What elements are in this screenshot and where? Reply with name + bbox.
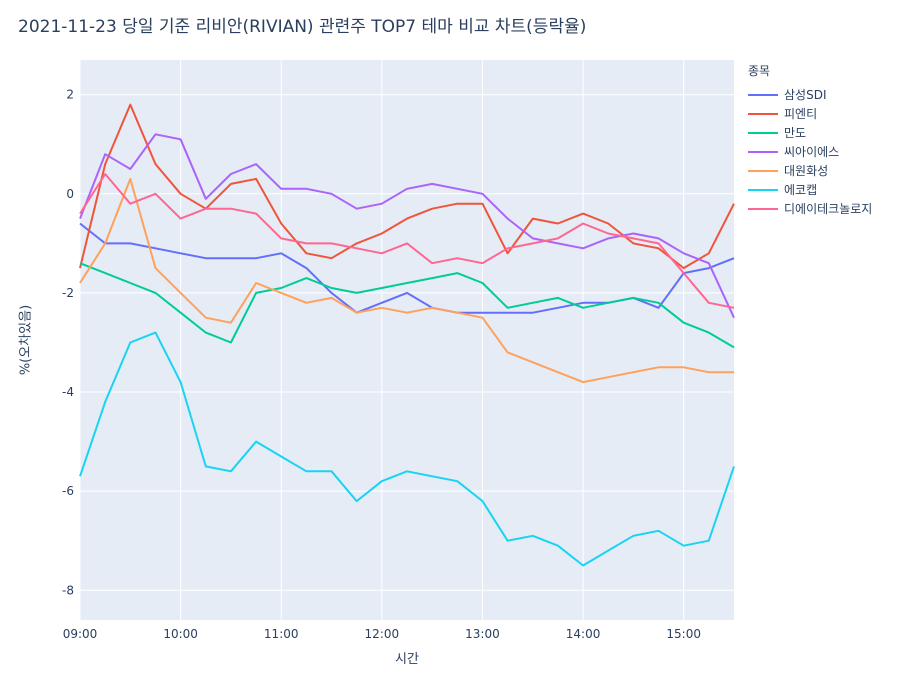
- chart-title: 2021-11-23 당일 기준 리비안(RIVIAN) 관련주 TOP7 테마…: [18, 17, 587, 37]
- legend-swatch: [748, 169, 778, 172]
- legend-swatch: [748, 131, 778, 134]
- x-tick-label: 09:00: [63, 627, 98, 641]
- legend-label: 디에이테크놀로지: [784, 202, 873, 216]
- x-tick-label: 13:00: [465, 627, 500, 641]
- legend-item[interactable]: 에코캡: [748, 180, 872, 199]
- x-tick-label: 14:00: [566, 627, 601, 641]
- x-axis-label: 시간: [395, 652, 419, 667]
- legend-swatch: [748, 150, 778, 153]
- legend-label: 삼성SDI: [784, 88, 827, 102]
- legend-item[interactable]: 피엔티: [748, 104, 872, 123]
- y-tick-label: -2: [62, 286, 74, 300]
- series-line: [79, 177, 734, 384]
- legend-label: 에코캡: [784, 183, 818, 197]
- legend-title: 종목: [748, 64, 771, 78]
- x-tick-label: 12:00: [365, 627, 400, 641]
- y-tick-label: -6: [62, 484, 74, 498]
- y-tick-label: 2: [66, 88, 74, 102]
- plot-background: [80, 60, 734, 620]
- y-axis-label: %(오차있음): [18, 304, 34, 376]
- legend-label: 피엔티: [784, 107, 818, 121]
- legend-label: 씨아이에스: [784, 145, 840, 159]
- legend-item[interactable]: 만도: [748, 123, 872, 142]
- series-line: [79, 133, 735, 319]
- x-tick-label: 11:00: [264, 627, 299, 641]
- legend-item[interactable]: 씨아이에스: [748, 142, 872, 161]
- x-tick-label: 15:00: [666, 627, 701, 641]
- legend-item[interactable]: 대원화성: [748, 161, 872, 180]
- legend-item[interactable]: 디에이테크놀로지: [748, 199, 872, 218]
- y-tick-label: -8: [62, 583, 74, 597]
- legend-swatch: [748, 112, 778, 115]
- legend-swatch: [748, 207, 778, 210]
- y-tick-label: 0: [66, 187, 74, 201]
- series-line: [79, 173, 735, 309]
- legend-swatch: [748, 188, 778, 191]
- legend-label: 만도: [784, 126, 807, 140]
- legend-label: 대원화성: [784, 164, 829, 178]
- series-line: [79, 331, 735, 567]
- legend-item[interactable]: 삼성SDI: [748, 85, 872, 104]
- series-line: [79, 262, 735, 349]
- legend-swatch: [748, 93, 778, 96]
- y-tick-label: -4: [62, 385, 74, 399]
- x-tick-label: 10:00: [163, 627, 198, 641]
